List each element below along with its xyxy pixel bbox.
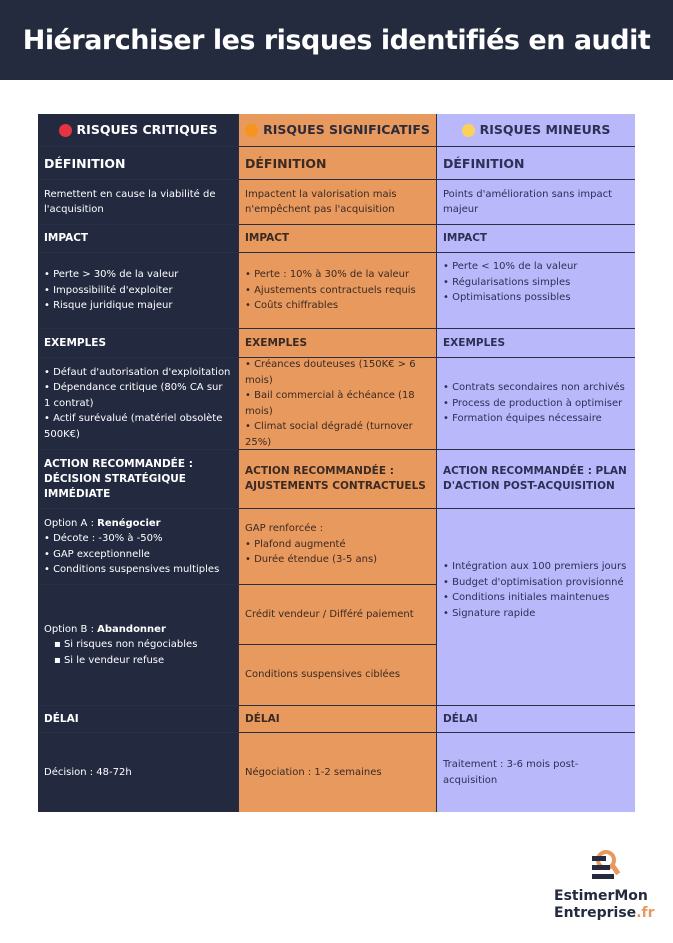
impact-label: IMPACT: [38, 225, 238, 253]
list-item: • Dépendance critique (80% CA sur 1 cont…: [44, 382, 223, 409]
list-item: • Conditions suspensives multiples: [44, 564, 220, 575]
list-item: • Intégration aux 100 premiers jours: [443, 561, 627, 572]
list-item: ▪ Si le vendeur refuse: [54, 654, 165, 666]
option-prefix: Option A :: [44, 517, 98, 529]
list-item: • Risque juridique majeur: [44, 300, 173, 312]
examples-list: • Contrats secondaires non archivés • Pro…: [436, 358, 635, 450]
list-item: • Climat social dégradé (turnover 25%): [245, 421, 413, 448]
header-label: RISQUES CRITIQUES: [76, 122, 218, 138]
list-item: • GAP exceptionnelle: [44, 548, 150, 560]
definition-text: Remettent en cause la viabilité de l'acq…: [38, 180, 238, 225]
list-item: • Actif surévalué (matériel obsolète 500…: [44, 413, 223, 440]
delay-label: DÉLAI: [238, 706, 436, 733]
action-label: ACTION RECOMMANDÉE : PLAN D'ACTION POST-…: [436, 450, 635, 509]
examples-list: • Défaut d'autorisation d'exploitation • …: [38, 358, 238, 450]
red-dot-icon: [58, 123, 72, 137]
page-title: Hiérarchiser les risques identifiés en a…: [22, 24, 651, 56]
examples-label: EXEMPLES: [38, 329, 238, 358]
definition-label: DÉFINITION: [436, 147, 635, 180]
action-label: ACTION RECOMMANDÉE : AJUSTEMENTS CONTRAC…: [238, 450, 436, 509]
list-item: • Conditions initiales maintenues: [443, 592, 610, 603]
examples-list: • Créances douteuses (150K€ > 6 mois) • B…: [238, 358, 436, 450]
list-item: • Bail commercial à échéance (18 mois): [245, 390, 415, 417]
definition-text: Points d'amélioration sans impact majeur: [436, 180, 635, 225]
impact-label: IMPACT: [436, 225, 635, 253]
option-b-title: Option B : Abandonner: [44, 622, 232, 638]
option-a-title: Option A : Renégocier: [44, 516, 232, 532]
option-prefix: Option B :: [44, 623, 98, 635]
list-item: • Créances douteuses (150K€ > 6 mois): [245, 359, 416, 386]
risk-table: RISQUES CRITIQUES RISQUES SIGNIFICATIFS …: [38, 114, 635, 812]
logo-line1: EstimerMon: [554, 888, 648, 904]
action-seller-credit: Crédit vendeur / Différé paiement: [238, 585, 436, 645]
logo-name: Entreprise: [554, 905, 637, 921]
logo-tld: .fr: [636, 905, 655, 921]
list-item: • Défaut d'autorisation d'exploitation: [44, 366, 231, 378]
option-name: Renégocier: [97, 517, 161, 529]
list-item: • Perte > 30% de la valeur: [44, 269, 179, 281]
list-item: • Ajustements contractuels requis: [245, 284, 416, 296]
impact-list: • Perte < 10% de la valeur • Régularisati…: [436, 253, 635, 329]
logo-text: EstimerMon Entreprise.fr: [554, 888, 655, 922]
list-item: • Budget d'optimisation provisionné: [443, 576, 624, 588]
action-gap: GAP renforcée : • Plafond augmenté • Durée…: [238, 509, 436, 585]
list-item: GAP renforcée :: [245, 523, 324, 534]
option-a: Option A : Renégocier • Décote : -30% à …: [38, 509, 238, 585]
definition-label: DÉFINITION: [38, 147, 238, 180]
delay-value: Traitement : 3-6 mois post-acquisition: [436, 733, 635, 812]
logo-line2: Entreprise.fr: [554, 905, 655, 922]
header-label: RISQUES MINEURS: [479, 122, 611, 138]
brand-logo: EstimerMon Entreprise.fr: [554, 848, 664, 928]
yellow-dot-icon: [461, 123, 475, 137]
option-b: Option B : Abandonner ▪ Si risques non n…: [38, 585, 238, 706]
list-item: • Durée étendue (3-5 ans): [245, 554, 378, 565]
list-item: • Contrats secondaires non archivés: [443, 382, 625, 394]
definition-label: DÉFINITION: [238, 147, 436, 180]
list-item: • Impossibilité d'exploiter: [44, 284, 173, 296]
list-item: • Perte < 10% de la valeur: [443, 261, 578, 272]
list-item: • Coûts chiffrables: [245, 300, 339, 312]
header-significant: RISQUES SIGNIFICATIFS: [238, 114, 436, 147]
delay-value: Négociation : 1-2 semaines: [238, 733, 436, 812]
list-item: • Plafond augmenté: [245, 538, 346, 550]
delay-value: Décision : 48-72h: [38, 733, 238, 812]
list-item: • Process de production à optimiser: [443, 397, 623, 409]
logo-icon: [592, 850, 621, 879]
impact-list: • Perte : 10% à 30% de la valeur • Ajuste…: [238, 253, 436, 329]
list-item: • Régularisations simples: [443, 276, 571, 288]
header-label: RISQUES SIGNIFICATIFS: [263, 122, 430, 138]
title-banner: Hiérarchiser les risques identifiés en a…: [0, 0, 673, 80]
delay-label: DÉLAI: [436, 706, 635, 733]
action-plan-list: • Intégration aux 100 premiers jours • Bu…: [436, 509, 635, 706]
list-item: • Perte : 10% à 30% de la valeur: [245, 269, 410, 281]
list-item: ▪ Si risques non négociables: [54, 639, 198, 651]
impact-list: • Perte > 30% de la valeur • Impossibilit…: [38, 253, 238, 329]
list-item: • Décote : -30% à -50%: [44, 533, 163, 544]
list-item: • Signature rapide: [443, 607, 536, 619]
header-minor: RISQUES MINEURS: [436, 114, 635, 147]
orange-dot-icon: [245, 123, 259, 137]
list-item: • Formation équipes nécessaire: [443, 413, 602, 425]
action-conditions: Conditions suspensives ciblées: [238, 645, 436, 706]
definition-text: Impactent la valorisation mais n'empêche…: [238, 180, 436, 225]
examples-label: EXEMPLES: [238, 329, 436, 358]
examples-label: EXEMPLES: [436, 329, 635, 358]
impact-label: IMPACT: [238, 225, 436, 253]
action-label: ACTION RECOMMANDÉE : DÉCISION STRATÉGIQU…: [38, 450, 238, 509]
list-item: • Optimisations possibles: [443, 292, 571, 303]
header-critical: RISQUES CRITIQUES: [38, 114, 238, 147]
option-name: Abandonner: [97, 623, 166, 635]
delay-label: DÉLAI: [38, 706, 238, 733]
